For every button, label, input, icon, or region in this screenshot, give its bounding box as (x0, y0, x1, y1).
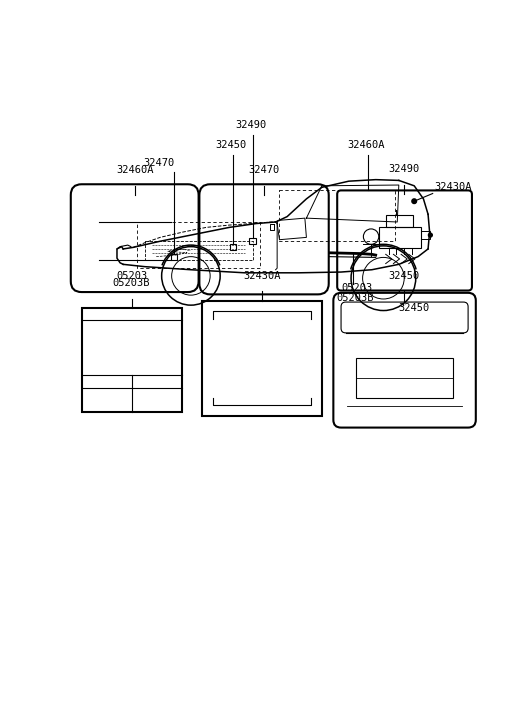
Text: 32460A: 32460A (347, 140, 385, 150)
Text: 32470: 32470 (143, 158, 174, 168)
Bar (171, 254, 177, 260)
Text: 32450: 32450 (216, 140, 247, 150)
Text: 05203B: 05203B (337, 293, 374, 303)
Text: 32460A: 32460A (116, 165, 153, 175)
Text: 32430A: 32430A (434, 182, 472, 192)
Circle shape (412, 199, 416, 204)
Bar (250, 238, 255, 244)
Bar (421, 231, 430, 239)
Text: 32430A: 32430A (243, 270, 280, 281)
Text: 32450: 32450 (389, 270, 420, 281)
Text: 32450: 32450 (399, 302, 430, 313)
Text: 05203B: 05203B (113, 278, 150, 288)
Bar (230, 244, 236, 249)
Text: 05203: 05203 (341, 284, 372, 293)
Text: 32470: 32470 (249, 165, 280, 175)
Text: 05203: 05203 (116, 270, 147, 281)
Bar (202, 300, 322, 416)
Bar (82, 308, 182, 412)
Bar (387, 215, 414, 227)
Text: 32490: 32490 (389, 164, 420, 174)
Circle shape (429, 233, 432, 237)
Text: 32490: 32490 (236, 120, 267, 130)
Bar (379, 227, 421, 248)
Bar (356, 358, 453, 398)
